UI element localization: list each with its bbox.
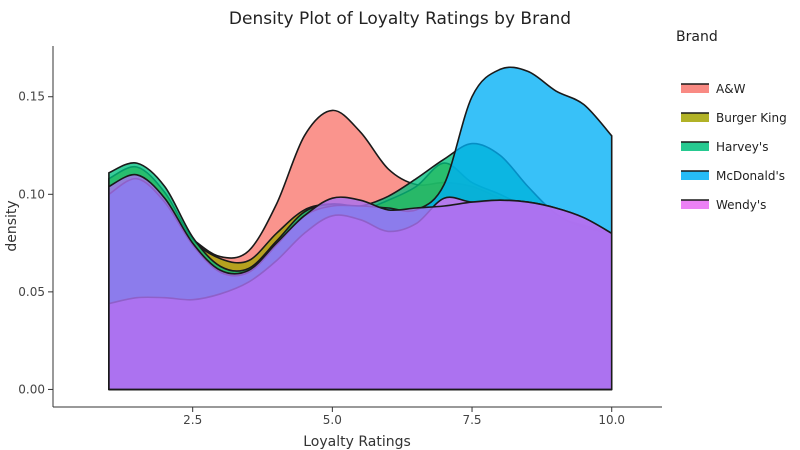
x-tick-label: 7.5 (462, 413, 481, 427)
legend-item-wendy-s[interactable]: Wendy's (681, 198, 766, 212)
legend-label: Wendy's (716, 198, 766, 212)
legend-label: Burger King (716, 111, 787, 125)
y-tick-label: 0.00 (18, 382, 45, 396)
legend-item-harvey-s[interactable]: Harvey's (681, 140, 768, 154)
x-axis-title: Loyalty Ratings (303, 434, 411, 450)
x-axis-ticks: 2.5 5.0 7.5 10.0 (183, 407, 625, 427)
legend-title: Brand (676, 29, 718, 45)
legend-label: Harvey's (716, 140, 768, 154)
legend-item-burger-king[interactable]: Burger King (681, 111, 787, 125)
legend: Brand A&W Burger King Harvey's McDonald's We… (676, 29, 787, 212)
x-tick-label: 5.0 (323, 413, 342, 427)
x-tick-label: 2.5 (183, 413, 202, 427)
legend-swatch (681, 113, 709, 122)
series-layer (108, 66, 613, 391)
legend-swatch (681, 171, 709, 180)
chart-title: Density Plot of Loyalty Ratings by Brand (229, 9, 571, 29)
legend-label: A&W (716, 82, 746, 96)
legend-item-a-w[interactable]: A&W (681, 82, 746, 96)
y-tick-label: 0.15 (18, 90, 45, 104)
x-tick-label: 10.0 (598, 413, 625, 427)
legend-swatch (681, 200, 709, 209)
y-tick-label: 0.05 (18, 285, 45, 299)
y-tick-label: 0.10 (18, 187, 45, 201)
legend-items: A&W Burger King Harvey's McDonald's Wendy's (681, 82, 787, 212)
density-area-overlay-wendy-s (108, 173, 613, 391)
legend-label: McDonald's (716, 169, 785, 183)
y-axis-title: density (4, 200, 20, 251)
legend-swatch (681, 142, 709, 151)
plot-area: 2.5 5.0 7.5 10.0 0.00 0.05 0.10 0.15 (18, 46, 662, 427)
y-axis-ticks: 0.00 0.05 0.10 0.15 (18, 90, 53, 396)
legend-swatch (681, 84, 709, 93)
legend-item-mcdonald-s[interactable]: McDonald's (681, 169, 785, 183)
